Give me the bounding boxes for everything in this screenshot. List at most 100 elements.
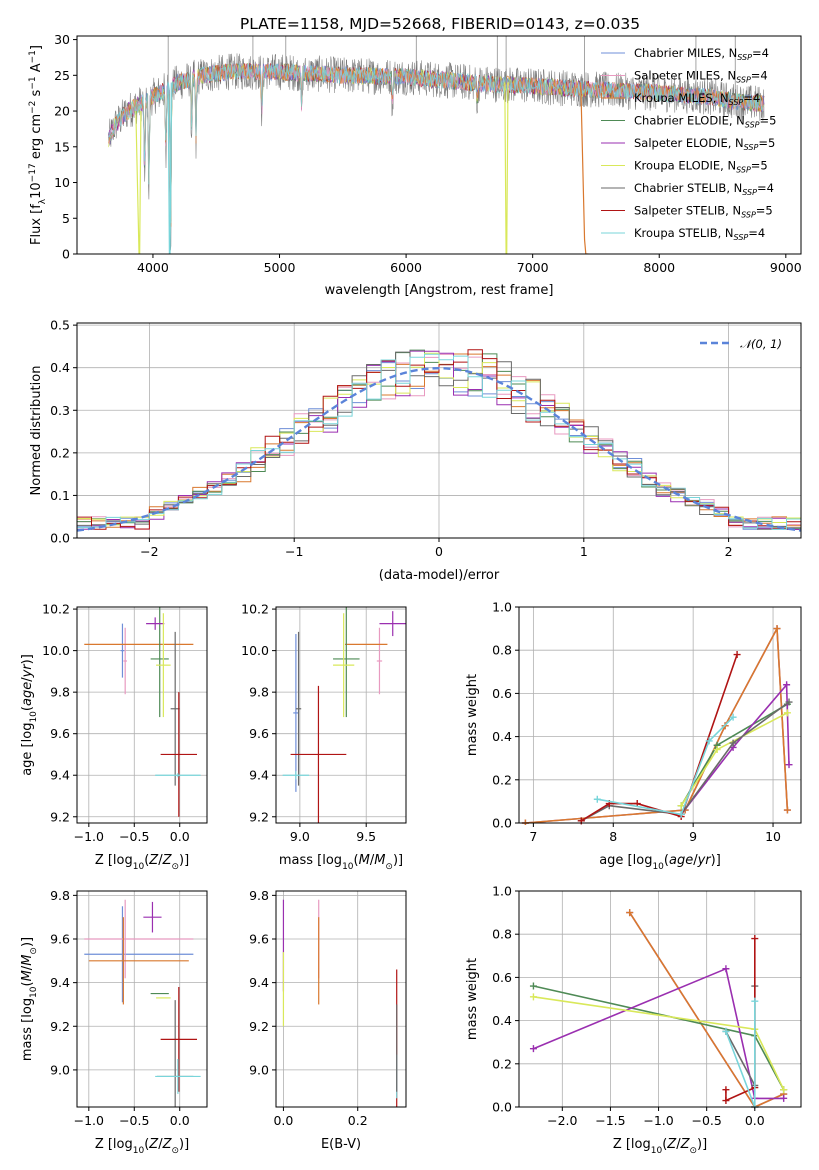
series-point: [780, 1094, 788, 1102]
age-vs-Z-xtick-label: 0.0: [170, 829, 190, 844]
weight-vs-age-xtick-label: 8: [609, 829, 617, 844]
mass-vs-Z-frame: [76, 890, 208, 1108]
legend-normal-label: 𝒩(0, 1): [740, 337, 782, 351]
age-vs-Z-ytick-label: 10.2: [42, 602, 70, 617]
residuals-legend: 𝒩(0, 1): [700, 337, 782, 351]
series-point: [593, 795, 601, 803]
legend-entry-6: Chabrier STELIB, NSSP=4: [634, 181, 774, 197]
series-point: [722, 1097, 730, 1105]
series-point: [733, 651, 741, 659]
series-point: [729, 713, 737, 721]
age-vs-mass-errorbar-salpeter-elodie: [379, 611, 406, 637]
mass-vs-ebv-ytick-label: 9.6: [249, 932, 269, 947]
mass-vs-ebv-ytick-label: 9.0: [249, 1062, 269, 1077]
mass-vs-Z-xtick-label: −1.0: [74, 1113, 104, 1128]
weight-vs-Z-xtick-label: 0.0: [745, 1113, 765, 1128]
weight-vs-age-xtick-label: 10: [765, 829, 781, 844]
age-vs-mass-ytick-label: 10.0: [241, 643, 269, 658]
weight-vs-age-series-salpeter-elodie: [677, 681, 793, 818]
series-line: [525, 625, 789, 824]
age-vs-Z-frame: [76, 606, 208, 824]
residuals-ytick-label: 0.3: [50, 403, 70, 418]
spectrum-plot-area: [108, 36, 765, 254]
legend-entry-8: Kroupa STELIB, NSSP=4: [634, 226, 765, 242]
spectrum-ytick-label: 20: [54, 104, 70, 119]
weight-vs-age-panel: 7 8 9 10 0.0 0.2 0.4 0.6 0.8 1.0 age [log10(age/yr…: [465, 600, 802, 872]
mass-vs-Z-errorbar-chabrier-miles: [84, 906, 194, 1003]
legend-entry-4: Salpeter ELODIE, NSSP=5: [634, 136, 775, 152]
series-point: [722, 1086, 730, 1094]
series-point: [529, 1045, 537, 1053]
series-point: [705, 737, 713, 745]
series-point: [751, 935, 759, 943]
residuals-ylabel: Normed distribution: [29, 366, 44, 496]
weight-vs-age-ylabel: mass weight: [465, 674, 480, 756]
age-vs-Z-xtick-label: −0.5: [119, 829, 149, 844]
legend-entry-3: Chabrier ELODIE, NSSP=5: [634, 114, 776, 130]
spectrum-feature-0: [135, 111, 142, 254]
spectrum-frame: [76, 35, 802, 255]
weight-vs-age-ytick-label: 0.2: [492, 772, 512, 787]
residuals-xtick-label: 0: [435, 544, 443, 559]
mass-vs-Z-ytick-label: 9.0: [50, 1062, 70, 1077]
mass-vs-Z-errorbar-kroupa-stelib: [155, 1059, 201, 1094]
panels: 4000 5000 6000 7000 8000 9000051015202530wave…: [20, 32, 802, 1156]
residuals-ytick-label: 0.5: [50, 318, 70, 333]
weight-vs-Z-series-salpeter-stelib: [722, 935, 759, 1105]
age-vs-mass-xtick-label: 9.5: [356, 829, 376, 844]
series-point: [677, 810, 685, 818]
age-vs-mass-errorbar-chabrier-elodie: [333, 607, 360, 718]
age-vs-Z-errorbar-kroupa-elodie: [156, 613, 171, 718]
age-vs-mass-plot-area: [282, 607, 406, 823]
spectrum-xtick-label: 6000: [390, 260, 422, 275]
age-vs-Z-ylabel: age [log10(age/yr)]: [20, 654, 39, 776]
age-vs-mass-errorbar-kroupa-stelib: [282, 771, 310, 780]
weight-vs-age-ytick-label: 0.0: [492, 816, 512, 831]
weight-vs-age-ytick-label: 0.8: [492, 643, 512, 658]
weight-vs-Z-frame: [518, 890, 802, 1108]
residuals-panel: −2 −1 0 1 2 0.0 0.1 0.2 0.3 0.4 0.5 (data-model)/er…: [29, 318, 802, 583]
age-vs-mass-ytick-label: 9.4: [249, 768, 269, 783]
normal-curve: [77, 366, 801, 532]
weight-vs-Z-xtick-label: −2.0: [547, 1113, 577, 1128]
spectrum-ytick-label: 5: [62, 211, 70, 226]
weight-vs-age-xtick-label: 7: [529, 829, 537, 844]
spectrum-xtick-label: 8000: [643, 260, 675, 275]
legend-entry-7: Salpeter STELIB, NSSP=5: [634, 204, 773, 220]
series-point: [751, 997, 759, 1005]
age-vs-mass-ytick-label: 9.6: [249, 726, 269, 741]
weight-vs-age-series-kroupa-elodie: [677, 709, 791, 810]
weight-vs-Z-ytick-label: 0.0: [492, 1100, 512, 1115]
weight-vs-Z-ytick-label: 0.4: [492, 1013, 512, 1028]
mass-vs-Z-errorbar-salpeter-miles: [84, 899, 194, 979]
residuals-ytick-label: 0.0: [50, 531, 70, 546]
weight-vs-Z-xtick-label: −0.5: [691, 1113, 721, 1128]
weight-vs-age-xtick-label: 9: [689, 829, 697, 844]
weight-vs-Z-xtick-label: −1.5: [595, 1113, 625, 1128]
weight-vs-age-ytick-label: 1.0: [492, 600, 512, 615]
age-vs-Z-plot-area: [84, 607, 201, 817]
series-point: [729, 739, 737, 747]
spectrum-xtick-label: 9000: [770, 260, 802, 275]
age-vs-Z-xtick-label: −1.0: [74, 829, 104, 844]
weight-vs-Z-ytick-label: 1.0: [492, 884, 512, 899]
series-line: [525, 625, 789, 824]
series-point: [713, 746, 721, 754]
mass-vs-Z-ytick-label: 9.2: [50, 1019, 70, 1034]
spectrum-series-chabrier-stelib: [108, 53, 765, 251]
mass-vs-Z-xlabel: Z [log10(Z/Z⊙)]: [95, 1137, 189, 1156]
residuals-xlabel: (data-model)/error: [379, 568, 500, 583]
series-point: [677, 802, 685, 810]
age-vs-mass-errorbar-chabrier-miles: [293, 634, 299, 792]
mass-vs-Z-xtick-label: −0.5: [119, 1113, 149, 1128]
spectrum-ytick-label: 10: [54, 175, 70, 190]
residuals-plot-area: [77, 349, 801, 532]
mass-vs-ebv-ytick-label: 9.4: [249, 975, 269, 990]
weight-vs-age-xlabel: age [log10(age/yr)]: [599, 853, 721, 872]
age-vs-Z-errorbar-salpeter-stelib: [160, 692, 197, 817]
figure-title: PLATE=1158, MJD=52668, FIBERID=0143, z=0…: [240, 15, 640, 33]
age-vs-mass-errorbar-salpeter-stelib: [290, 685, 347, 823]
mass-vs-Z-ytick-label: 9.6: [50, 932, 70, 947]
weight-vs-age-plot-area: [521, 625, 793, 825]
series-point: [783, 681, 791, 689]
